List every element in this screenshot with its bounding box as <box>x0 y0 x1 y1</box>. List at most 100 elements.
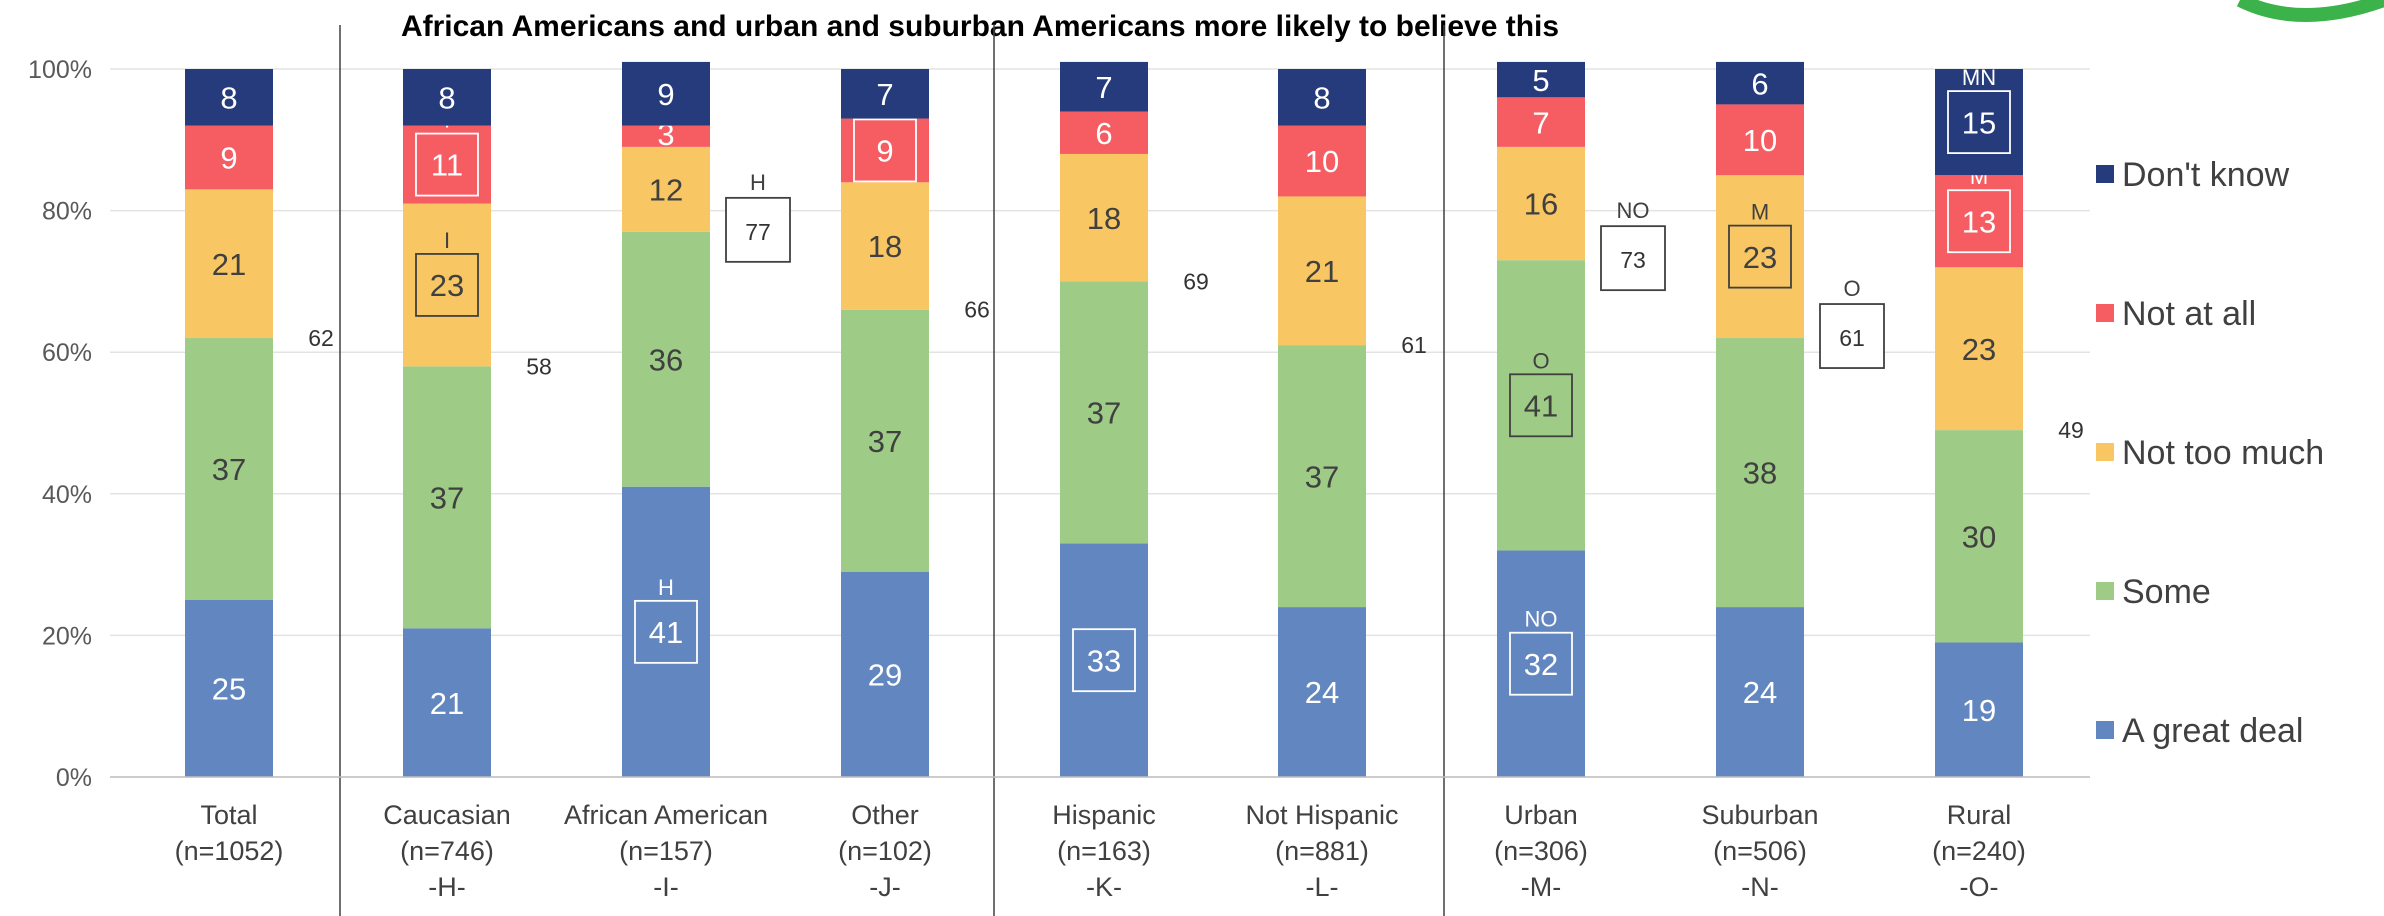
data-label: 32 <box>1524 647 1558 682</box>
significance-box <box>1947 189 2011 254</box>
data-label: 30 <box>1962 519 1996 554</box>
data-label: 9 <box>876 134 893 169</box>
bar-segment <box>1497 146 1585 261</box>
category-n: (n=1052) <box>175 836 284 866</box>
legend-swatch <box>2096 443 2114 461</box>
category-label: Not Hispanic <box>1245 800 1398 830</box>
bar-segment <box>1497 260 1585 551</box>
bar-segment <box>403 69 491 126</box>
data-label: 41 <box>649 615 683 650</box>
category-n: (n=157) <box>619 836 713 866</box>
bar-segment <box>622 61 710 126</box>
data-label: 21 <box>212 247 246 282</box>
bar-segment <box>841 118 929 183</box>
data-label: 36 <box>649 342 683 377</box>
bars: 2537219862213723I11I85841H361239H7729371… <box>185 61 2084 777</box>
bar-segment <box>1497 97 1585 147</box>
category-code: -L- <box>1306 872 1339 902</box>
data-label: 25 <box>212 672 246 707</box>
data-label: 38 <box>1743 456 1777 491</box>
bar-segment <box>403 628 491 777</box>
bar-segment <box>1716 607 1804 777</box>
total-significance-letter: NO <box>1617 198 1650 223</box>
total-label: 77 <box>745 219 771 245</box>
category-n: (n=163) <box>1057 836 1151 866</box>
significance-letter: MN <box>1962 65 1996 90</box>
bar-segment <box>841 571 929 777</box>
y-tick-label: 80% <box>42 198 92 226</box>
data-label: 9 <box>220 141 237 176</box>
bar-segment <box>403 366 491 629</box>
category-code: -K- <box>1086 872 1122 902</box>
data-label: 8 <box>1313 80 1330 115</box>
bar-segment <box>185 69 273 126</box>
bar-segment <box>1060 543 1148 777</box>
legend-label: Some <box>2122 573 2211 611</box>
total-label: 61 <box>1401 332 1427 358</box>
significance-box <box>415 132 479 197</box>
category-n: (n=240) <box>1932 836 2026 866</box>
bar-stack: 24 38 23 M 10 6 O 61 <box>1716 61 1885 777</box>
significance-box <box>1728 224 1792 289</box>
data-label: 41 <box>1524 388 1558 423</box>
total-significance-letter: H <box>750 170 766 195</box>
bar-segment <box>1497 550 1585 777</box>
bar-segment <box>841 69 929 119</box>
category-n: (n=746) <box>400 836 494 866</box>
y-tick-label: 40% <box>42 481 92 509</box>
data-label: 3 <box>657 117 674 152</box>
data-label: 37 <box>1305 459 1339 494</box>
data-label: 33 <box>1087 643 1121 678</box>
data-label: 37 <box>1087 396 1121 431</box>
bar-segment <box>622 231 710 487</box>
category-code: -M- <box>1521 872 1561 902</box>
bar-segment <box>622 125 710 147</box>
category-label: African American <box>564 800 768 830</box>
total-label: 62 <box>308 325 334 351</box>
y-tick-label: 20% <box>42 622 92 650</box>
data-label: 37 <box>430 481 464 516</box>
x-axis: Total (n=1052) Caucasian (n=746) -H- African … <box>110 776 2090 902</box>
total-label: 69 <box>1183 268 1209 294</box>
category-label: Caucasian <box>383 800 511 830</box>
bar-segment <box>841 309 929 572</box>
legend-label: Not too much <box>2122 434 2324 472</box>
total-label: 61 <box>1839 325 1865 351</box>
data-label: 10 <box>1305 144 1339 179</box>
legend-swatch <box>2096 304 2114 322</box>
data-label: 29 <box>868 658 902 693</box>
significance-letter: I <box>444 228 450 253</box>
data-label: 11 <box>431 148 463 183</box>
bar-segment <box>1935 69 2023 176</box>
bar-segment <box>185 125 273 190</box>
data-label: 12 <box>649 173 683 208</box>
legend-label: A great deal <box>2122 712 2303 750</box>
significance-box <box>1509 373 1573 438</box>
data-label: 24 <box>1305 675 1339 710</box>
bar-stack: 2937189I766 <box>841 69 990 777</box>
legend-swatch <box>2096 165 2114 183</box>
data-label: 10 <box>1743 123 1777 158</box>
legend-swatch <box>2096 721 2114 739</box>
category-label: Hispanic <box>1052 800 1156 830</box>
data-label: 37 <box>212 452 246 487</box>
category-n: (n=102) <box>838 836 932 866</box>
data-label: 37 <box>868 424 902 459</box>
bar-segment <box>1060 61 1148 112</box>
total-label: 58 <box>526 353 552 379</box>
bar-segment <box>1060 281 1148 544</box>
data-label: 7 <box>1095 70 1112 105</box>
bar-stack: 25 37 21 9 8 62 <box>185 69 334 777</box>
category-label: Other <box>851 800 919 830</box>
bar-segment <box>1278 125 1366 197</box>
total-label: 49 <box>2058 417 2084 443</box>
bar-segment <box>622 486 710 777</box>
bar-segment <box>622 146 710 232</box>
data-label: 21 <box>430 686 464 721</box>
total-label: 73 <box>1620 247 1646 273</box>
significance-box <box>1947 90 2011 154</box>
significance-letter: M <box>1751 200 1769 225</box>
legend-label: Don't know <box>2122 156 2290 194</box>
bar-segment <box>1935 642 2023 777</box>
